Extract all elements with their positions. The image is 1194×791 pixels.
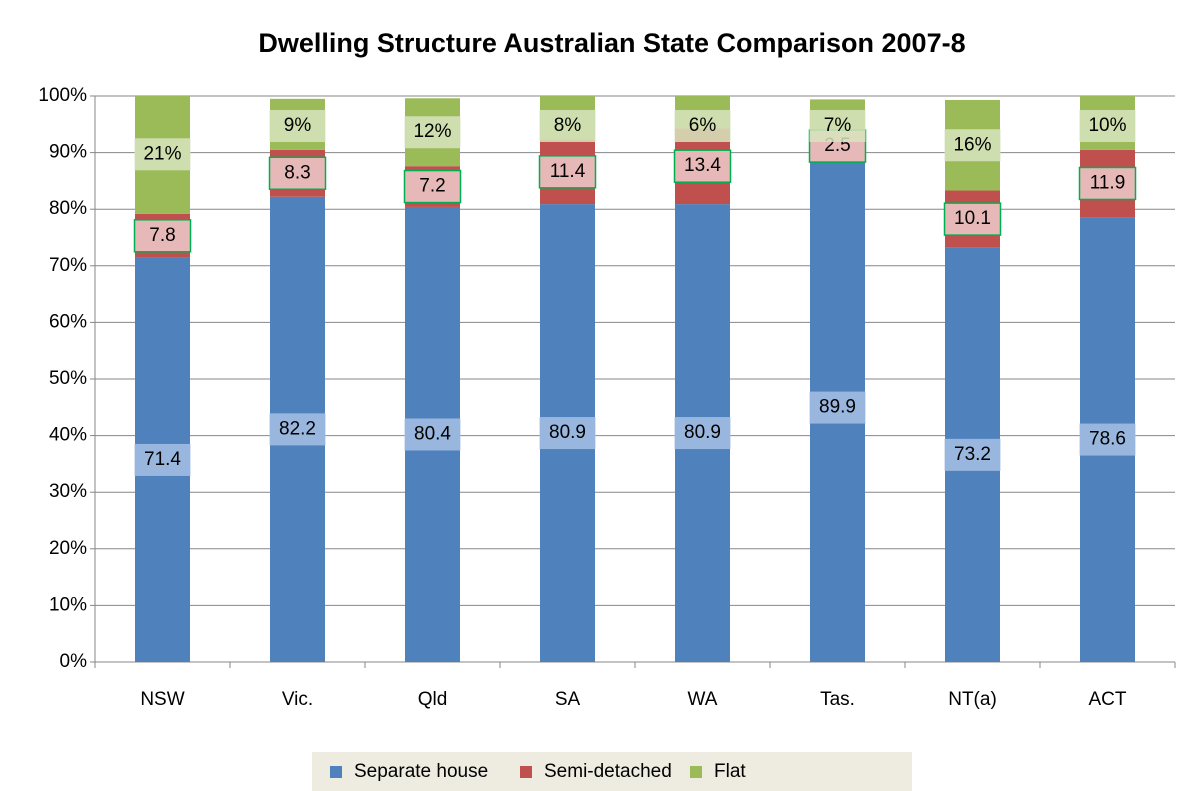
y-tick-label: 80% xyxy=(49,198,87,219)
data-label: 6% xyxy=(689,115,717,136)
data-label: 71.4 xyxy=(144,449,181,470)
data-label-box xyxy=(268,156,327,191)
y-tick-label: 70% xyxy=(49,255,87,276)
data-label-box xyxy=(943,202,1002,236)
y-tick-label: 40% xyxy=(49,425,87,446)
data-label-box xyxy=(404,116,461,149)
data-label-box xyxy=(269,110,326,142)
data-label: 82.2 xyxy=(279,418,316,439)
data-label-box xyxy=(944,129,1001,162)
y-tick-label: 30% xyxy=(49,481,87,502)
legend-swatch xyxy=(520,766,532,778)
legend-swatch xyxy=(690,766,702,778)
data-label-box xyxy=(1078,166,1137,201)
data-label-box xyxy=(1079,423,1136,456)
data-label: 73.2 xyxy=(954,444,991,465)
data-label: 11.4 xyxy=(550,161,586,182)
data-label-box xyxy=(538,155,597,189)
data-label-box xyxy=(539,417,596,450)
data-label: 80.4 xyxy=(414,423,451,444)
data-label-box xyxy=(134,138,191,171)
data-label: 89.9 xyxy=(819,397,856,418)
x-tick-label: Tas. xyxy=(820,689,855,710)
data-label: 7.2 xyxy=(419,176,445,197)
data-label-box xyxy=(269,413,326,446)
data-label: 9% xyxy=(284,115,312,136)
data-label-box xyxy=(674,417,731,450)
data-label: 78.6 xyxy=(1089,429,1126,450)
x-tick-label: NSW xyxy=(140,689,184,710)
data-label: 10.1 xyxy=(954,208,991,229)
x-tick-label: SA xyxy=(555,689,581,710)
data-label-box xyxy=(809,110,866,142)
legend xyxy=(312,752,912,791)
data-label: 7% xyxy=(824,115,852,136)
chart-title: Dwelling Structure Australian State Comp… xyxy=(258,28,965,58)
data-label-box xyxy=(809,391,866,424)
y-tick-label: 20% xyxy=(49,538,87,559)
data-label: 10% xyxy=(1088,115,1126,136)
data-label-box xyxy=(133,219,192,253)
data-label: 16% xyxy=(953,134,991,155)
data-label: 13.4 xyxy=(684,155,721,176)
data-label-box xyxy=(944,438,1001,471)
data-label: 21% xyxy=(143,143,181,164)
y-tick-label: 50% xyxy=(49,368,87,389)
y-tick-label: 10% xyxy=(49,594,87,615)
legend-label: Separate house xyxy=(354,761,488,782)
x-tick-label: Qld xyxy=(418,689,448,710)
data-label-box xyxy=(673,149,732,183)
data-labels: 71.4 7.8 21% 82.2 8.3 9% 80.4 7.2 12% 80.9 11.4 8% 8… xyxy=(133,110,1137,476)
data-label: 8.3 xyxy=(284,162,310,183)
data-label-box xyxy=(404,418,461,451)
x-tick-label: NT(a) xyxy=(948,689,997,710)
x-tick-label: Vic. xyxy=(282,689,313,710)
data-label: 12% xyxy=(413,121,451,142)
data-label-box xyxy=(134,443,191,476)
data-label: 11.9 xyxy=(1090,172,1126,193)
x-tick-label: ACT xyxy=(1089,689,1127,710)
y-tick-label: 100% xyxy=(38,85,87,106)
data-label-box xyxy=(1079,110,1136,142)
data-label: 80.9 xyxy=(684,422,721,443)
y-tick-label: 0% xyxy=(60,651,88,672)
data-label: 7.8 xyxy=(149,225,175,246)
legend-swatch xyxy=(330,766,342,778)
data-label-box xyxy=(403,169,462,204)
data-label: 8% xyxy=(554,115,582,136)
data-label-box xyxy=(674,110,731,142)
legend-label: Flat xyxy=(714,761,746,782)
y-tick-label: 90% xyxy=(49,142,87,163)
y-tick-label: 60% xyxy=(49,311,87,332)
data-label-box xyxy=(539,110,596,142)
legend-label: Semi-detached xyxy=(544,761,672,782)
x-tick-label: WA xyxy=(688,689,718,710)
data-label: 80.9 xyxy=(549,422,586,443)
